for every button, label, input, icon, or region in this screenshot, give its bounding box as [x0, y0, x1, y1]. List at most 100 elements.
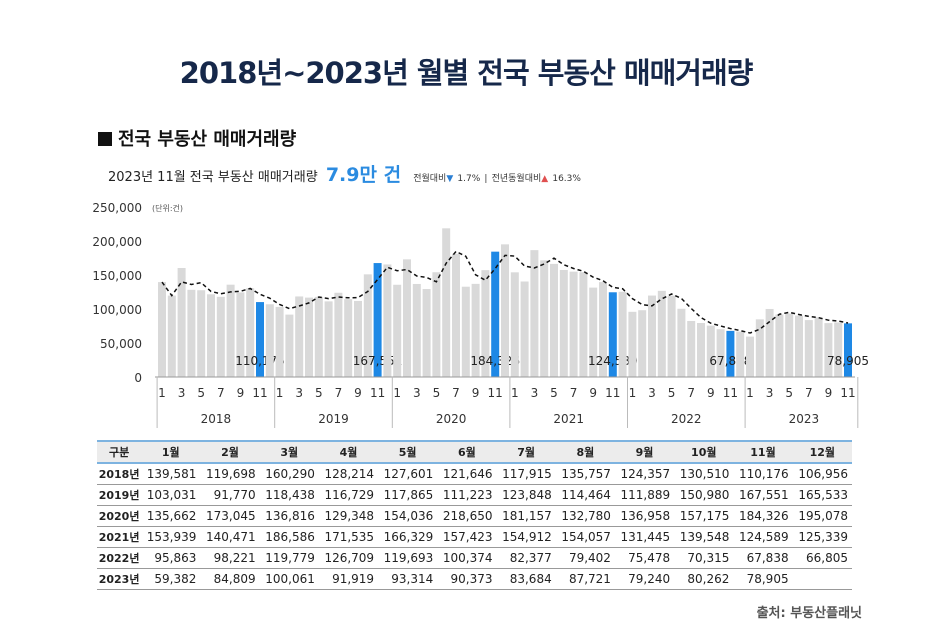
source-credit: 출처: 부동산플래닛 — [756, 606, 862, 621]
table-cell: 79,402 — [555, 547, 615, 569]
bar — [422, 289, 431, 377]
table-cell: 166,329 — [378, 526, 438, 548]
month-tick-label: 7 — [805, 386, 813, 400]
trend-line — [161, 250, 849, 334]
highlight-bar — [726, 330, 735, 377]
month-tick-label: 7 — [452, 386, 460, 400]
table-cell: 95,863 — [141, 547, 201, 569]
table-cell: 157,423 — [437, 526, 497, 548]
table-cell: 126,709 — [318, 547, 379, 569]
year-label: 2021 — [553, 412, 584, 426]
bar — [383, 264, 392, 377]
month-tick-label: 1 — [746, 386, 754, 400]
table-cell: 135,662 — [141, 505, 201, 527]
bar — [246, 288, 255, 377]
month-tick-label: 3 — [648, 386, 656, 400]
table-cell: 140,471 — [200, 526, 260, 548]
table-cell: 125,339 — [792, 526, 852, 548]
table-cell: 128,214 — [318, 463, 379, 485]
column-header: 9월 — [614, 440, 675, 464]
table-cell: 79,240 — [614, 568, 675, 590]
bar — [354, 300, 362, 377]
bar — [795, 315, 803, 377]
bar — [589, 287, 598, 377]
month-tick-label: 5 — [433, 386, 441, 400]
bar — [785, 313, 794, 377]
month-tick-label: 1 — [629, 386, 637, 400]
column-header: 12월 — [792, 440, 852, 464]
summary-line: 2023년 11월 전국 부동산 매매거래량 7.9만 건 전월대비▼ 1.7%… — [108, 160, 581, 187]
bar — [344, 299, 353, 377]
mom-label: 전월대비 — [413, 174, 447, 184]
table-cell: 119,779 — [259, 547, 319, 569]
highlight-bar — [491, 251, 500, 377]
bar — [452, 253, 460, 377]
bar — [226, 284, 235, 377]
bar — [520, 281, 529, 377]
row-header: 2018년 — [97, 463, 142, 485]
bar — [432, 272, 441, 377]
table-cell: 186,586 — [259, 526, 319, 548]
month-tick-label: 11 — [488, 386, 503, 400]
section-title-text: 전국 부동산 매매거래량 — [118, 129, 297, 150]
bar — [207, 294, 215, 377]
page-title: 2018년~2023년 월별 전국 부동산 매매거래량 — [179, 56, 754, 90]
bar — [265, 304, 274, 377]
bar — [334, 292, 343, 377]
month-tick-label: 9 — [237, 386, 245, 400]
summary-prefix: 2023년 11월 전국 부동산 매매거래량 — [108, 170, 318, 185]
row-header: 2021년 — [97, 526, 142, 548]
table-cell: 131,445 — [614, 526, 675, 548]
table-row: 2018년 139,581 119,698 160,290 128,214 127,601… — [97, 463, 852, 485]
month-tick-label: 11 — [723, 386, 738, 400]
table-cell: 80,262 — [674, 568, 734, 590]
square-bullet-icon — [98, 132, 112, 146]
table-cell: 98,221 — [200, 547, 260, 569]
y-tick-label: 250,000 — [92, 201, 142, 215]
y-tick-label: 150,000 — [92, 269, 142, 283]
table-cell: 83,684 — [496, 568, 556, 590]
bar — [667, 295, 676, 377]
table-row: 2020년 135,662 173,045 136,816 129,348 154,036… — [97, 505, 852, 527]
bar — [158, 282, 166, 377]
bar — [216, 296, 225, 377]
bar — [285, 314, 294, 377]
table-cell: 123,848 — [496, 484, 556, 506]
bar — [177, 268, 186, 377]
year-label: 2023 — [789, 412, 820, 426]
bar — [736, 331, 745, 377]
bar — [295, 296, 304, 377]
month-tick-label: 5 — [550, 386, 558, 400]
table-cell: 153,939 — [141, 526, 201, 548]
table-cell: 59,382 — [141, 568, 201, 590]
month-tick-label: 1 — [511, 386, 519, 400]
table-cell: 171,535 — [318, 526, 379, 548]
bar — [314, 296, 323, 377]
column-header: 3월 — [259, 440, 319, 464]
table-cell: 160,290 — [259, 463, 319, 485]
year-label: 2018 — [201, 412, 232, 426]
table-cell: 119,698 — [200, 463, 260, 485]
bar — [167, 295, 176, 377]
table-cell: 118,438 — [259, 484, 319, 506]
table-cell: 184,326 — [733, 505, 793, 527]
table-cell: 154,057 — [555, 526, 615, 548]
section-title: 전국 부동산 매매거래량 — [98, 125, 296, 151]
bar — [461, 286, 470, 377]
bar — [746, 336, 754, 377]
bar — [305, 297, 313, 377]
bar — [236, 292, 245, 377]
highlight-bar — [256, 302, 264, 377]
bar — [579, 272, 588, 377]
bar — [501, 244, 509, 377]
column-header: 1월 — [141, 440, 201, 464]
column-header: 5월 — [378, 440, 438, 464]
table-cell: 111,889 — [614, 484, 675, 506]
table-cell: 82,377 — [496, 547, 556, 569]
table-row: 2021년 153,939 140,471 186,586 171,535 166,329… — [97, 526, 852, 548]
column-header: 11월 — [733, 440, 793, 464]
month-tick-label: 9 — [707, 386, 715, 400]
bar — [275, 306, 284, 377]
month-tick-label: 9 — [825, 386, 833, 400]
